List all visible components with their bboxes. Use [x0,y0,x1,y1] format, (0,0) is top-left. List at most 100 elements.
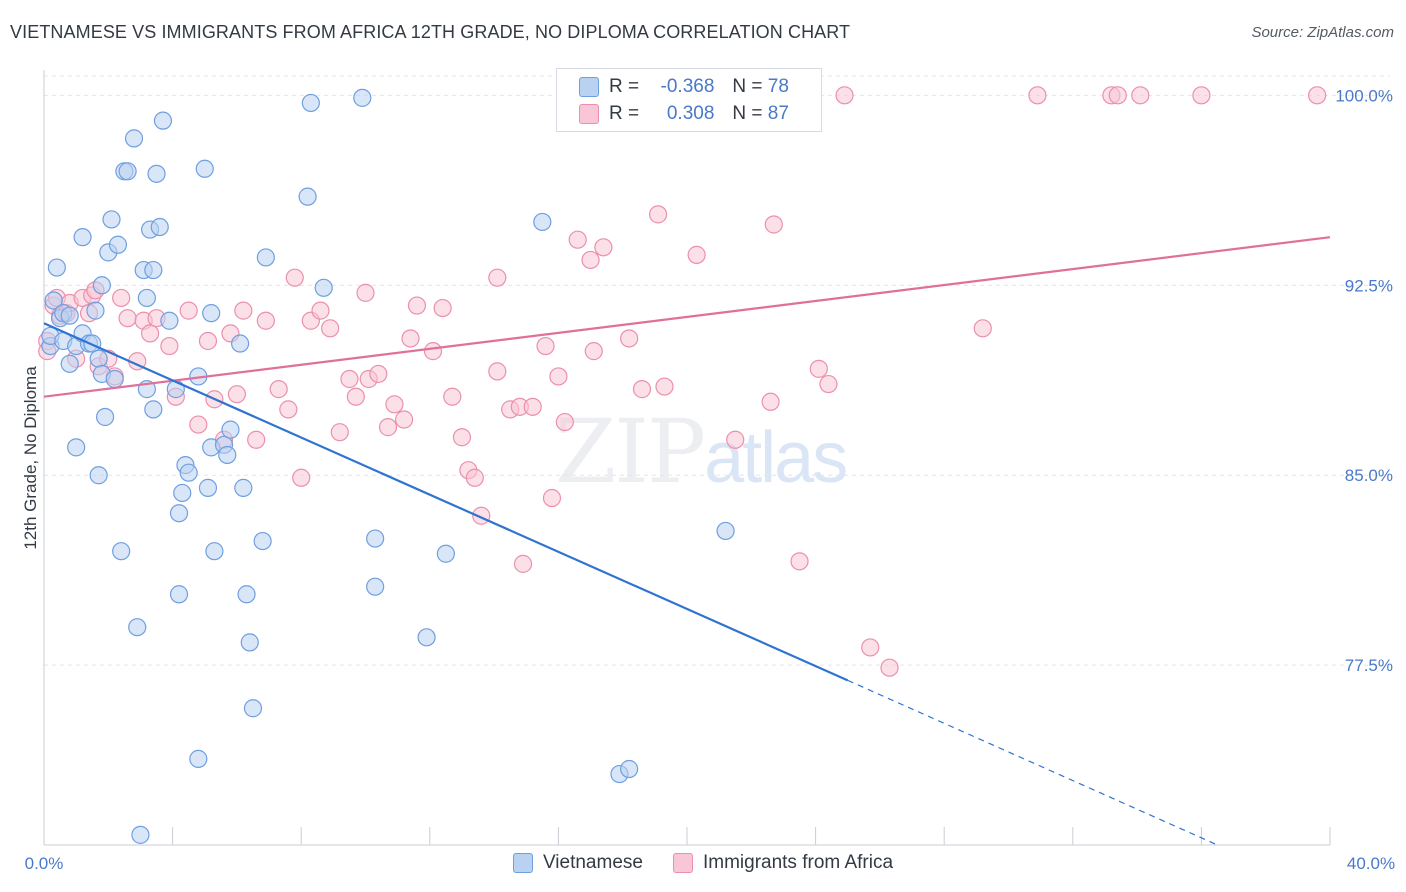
vietnamese-point [314,278,333,297]
africa-point [160,336,179,356]
africa-point [356,283,375,302]
vietnamese-point [716,521,735,541]
africa-point [594,238,613,257]
legend-n-label: N = [732,103,763,124]
vietnamese-point [166,380,185,399]
vietnamese-point [243,699,263,718]
vietnamese-point [301,93,320,113]
chart-source: Source: ZipAtlas.com [1251,24,1394,41]
series-swatch-pink [672,853,693,873]
vietnamese-point [533,212,552,232]
africa-point [542,488,562,508]
africa-point [1108,86,1127,105]
vietnamese-point [169,585,189,604]
y-axis-label: 12th Grade, No Diploma [21,366,40,550]
series-legend-africa: Immigrants from Africa [672,852,893,874]
africa-point [488,268,507,287]
y-tick-label: 77.5% [1345,656,1393,675]
y-tick-label: 85.0% [1345,466,1393,485]
africa-point [819,374,838,394]
legend-row-vietnamese: R = -0.368 N = 78 [579,75,789,99]
vietnamese-point [102,210,121,229]
vietnamese-point [137,288,156,308]
vietnamese-point [169,504,189,523]
africa-point [394,410,414,429]
vietnamese-point [160,311,179,330]
vietnamese-point [179,463,198,482]
africa-point [292,468,311,487]
vietnamese-point [298,187,317,206]
africa-point [764,215,783,234]
legend-r-label: R = [609,103,640,124]
africa-point [555,412,574,432]
africa-point [513,554,533,573]
vietnamese-point [92,276,111,295]
africa-point [423,342,443,361]
africa-point [256,311,275,330]
africa-point [179,301,198,320]
vietnamese-point [105,369,124,389]
vietnamese-point [150,217,169,237]
africa-point [655,377,674,396]
africa-point [311,301,330,320]
africa-point [346,387,365,406]
africa-point [269,380,288,399]
africa-point [687,245,706,264]
africa-point [790,552,809,571]
legend-r-value: -0.368 [660,76,715,97]
vietnamese-point [221,420,240,439]
vietnamese-point [73,228,92,247]
series-legend-vietnamese: Vietnamese [512,852,643,874]
vietnamese-point [118,162,137,181]
vietnamese-point [195,159,214,178]
vietnamese-point [60,306,79,325]
africa-point [761,392,780,411]
africa-point [620,329,639,348]
africa-point [1131,86,1150,105]
stats-legend: R = -0.368 N = 78 R = 0.308 N = 87 [556,68,822,132]
vietnamese-point [147,164,166,183]
africa-point [227,385,246,404]
vietnamese-point [237,585,256,604]
vietnamese-point [417,628,436,647]
legend-r-label: R = [609,76,640,97]
vietnamese-point [86,301,105,320]
africa-point [330,423,349,442]
legend-row-africa: R = 0.308 N = 87 [579,102,789,126]
africa-point [1192,86,1211,105]
africa-point [488,362,507,381]
africa-point [581,250,600,270]
africa-point [401,329,420,348]
y-tick-label: 92.5% [1345,276,1393,295]
watermark-zip: ZIP [555,400,706,503]
africa-point [835,86,854,105]
vietnamese-point [240,633,259,652]
legend-n-value: 78 [767,76,789,97]
vietnamese-point [67,438,86,457]
africa-point [536,336,555,356]
africa-point [648,205,668,224]
vietnamese-point [153,111,173,130]
legend-n-label: N = [732,76,763,97]
africa-point [118,309,137,328]
africa-point [285,268,304,287]
vietnamese-point [202,304,221,323]
vietnamese-point [108,235,128,254]
vietnamese-point [436,544,455,563]
vietnamese-point [89,466,108,485]
africa-point [973,319,992,338]
vietnamese-point [60,354,79,373]
legend-r-value: 0.308 [666,103,715,124]
vietnamese-point [128,618,147,637]
africa-point [279,400,298,419]
y-tick-label: 100.0% [1335,86,1393,105]
africa-point [1308,86,1327,105]
chart-title: VIETNAMESE VS IMMIGRANTS FROM AFRICA 12T… [10,22,851,42]
x-tick-label: 40.0% [1347,854,1395,873]
vietnamese-point [231,334,250,353]
africa-point [369,364,388,384]
africa-point [321,319,340,338]
vietnamese-point [353,88,372,107]
vietnamese-point [144,400,163,419]
